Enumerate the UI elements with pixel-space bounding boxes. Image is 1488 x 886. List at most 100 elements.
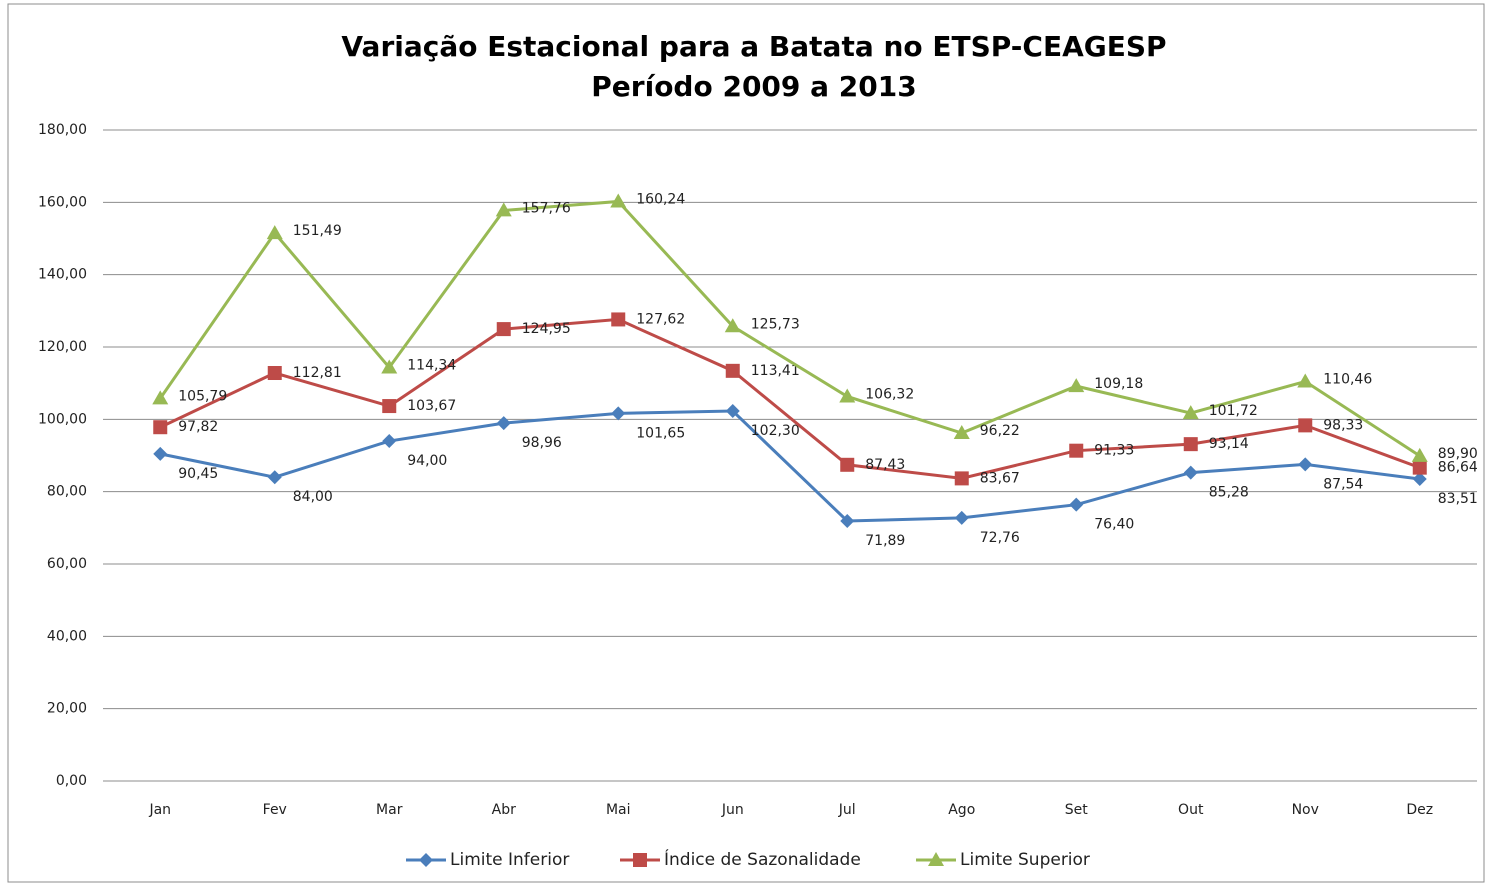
marker	[1183, 437, 1198, 452]
data-label: 71,89	[865, 533, 905, 549]
data-label: 89,90	[1438, 446, 1478, 462]
data-label: 83,67	[980, 470, 1020, 486]
x-tick-label: Set	[1065, 802, 1089, 818]
legend-marker	[633, 853, 647, 867]
data-label: 96,22	[980, 423, 1020, 439]
marker	[266, 225, 283, 240]
marker	[954, 510, 969, 525]
data-label: 98,33	[1323, 417, 1363, 433]
data-label: 113,41	[751, 363, 800, 379]
marker	[153, 420, 168, 435]
marker	[153, 446, 168, 461]
data-label: 72,76	[980, 530, 1020, 546]
data-label: 87,54	[1323, 476, 1363, 492]
marker	[839, 388, 856, 403]
x-tick-label: Jan	[148, 802, 171, 818]
marker	[267, 366, 282, 381]
marker	[382, 434, 397, 449]
x-tick-label: Ago	[948, 802, 975, 818]
chart-subtitle: Período 2009 a 2013	[591, 70, 916, 103]
x-tick-label: Mai	[606, 802, 631, 818]
legend-marker	[928, 852, 944, 866]
data-label: 85,28	[1209, 485, 1249, 501]
data-label: 105,79	[178, 388, 227, 404]
y-tick-label: 100,00	[38, 411, 87, 427]
y-tick-label: 120,00	[38, 339, 87, 355]
marker	[610, 193, 627, 208]
data-label: 124,95	[522, 321, 571, 337]
marker	[1297, 373, 1314, 388]
marker	[1412, 460, 1427, 475]
marker	[1411, 447, 1428, 462]
data-label: 101,72	[1209, 403, 1258, 419]
y-tick-label: 80,00	[47, 484, 87, 500]
series-line	[159, 199, 1421, 458]
data-label: 91,33	[1094, 443, 1134, 459]
data-label: 83,51	[1438, 491, 1478, 507]
data-label: 98,96	[522, 435, 562, 451]
data-label: 93,14	[1209, 436, 1249, 452]
y-tick-label: 160,00	[38, 194, 87, 210]
x-tick-label: Jul	[838, 802, 856, 818]
marker	[611, 312, 626, 327]
data-label: 101,65	[636, 425, 685, 441]
legend-label: Índice de Sazonalidade	[664, 848, 861, 870]
marker	[1183, 465, 1198, 480]
y-tick-label: 20,00	[47, 701, 87, 717]
marker	[840, 457, 855, 472]
series-line	[159, 409, 1420, 523]
y-tick-label: 40,00	[47, 628, 87, 644]
data-label: 157,76	[522, 200, 571, 216]
data-label: 94,00	[407, 453, 447, 469]
data-label: 76,40	[1094, 517, 1134, 533]
x-tick-label: Fev	[263, 802, 287, 818]
data-label: 87,43	[865, 457, 905, 473]
data-label: 125,73	[751, 316, 800, 332]
x-tick-label: Nov	[1292, 802, 1319, 818]
x-tick-label: Abr	[492, 802, 516, 818]
legend-marker	[419, 853, 433, 867]
data-label: 84,00	[293, 489, 333, 505]
data-label: 160,24	[636, 191, 685, 207]
marker	[953, 425, 970, 440]
data-label: 112,81	[293, 365, 342, 381]
marker	[1182, 405, 1199, 420]
data-label: 97,82	[178, 419, 218, 435]
marker	[611, 406, 626, 421]
marker	[381, 359, 398, 374]
marker	[725, 404, 740, 419]
data-label: 90,45	[178, 466, 218, 482]
marker	[1412, 471, 1427, 486]
x-tick-label: Mar	[376, 802, 403, 818]
marker	[1069, 443, 1084, 458]
chart-title: Variação Estacional para a Batata no ETS…	[341, 30, 1166, 63]
marker	[382, 399, 397, 414]
legend-label: Limite Superior	[960, 850, 1090, 870]
data-label: 110,46	[1323, 372, 1372, 388]
marker	[1069, 497, 1084, 512]
marker	[1298, 418, 1313, 433]
y-tick-label: 140,00	[38, 267, 87, 283]
legend-label: Limite Inferior	[450, 850, 569, 870]
marker	[1068, 378, 1085, 393]
x-tick-label: Out	[1178, 802, 1204, 818]
data-label: 109,18	[1094, 376, 1143, 392]
data-label: 127,62	[636, 311, 685, 327]
marker	[1298, 457, 1313, 472]
data-label: 106,32	[865, 386, 914, 402]
marker	[840, 513, 855, 528]
x-tick-label: Jun	[721, 802, 744, 818]
marker	[152, 390, 169, 405]
y-tick-label: 180,00	[38, 122, 87, 138]
data-label: 86,64	[1438, 460, 1478, 476]
marker	[954, 471, 969, 486]
y-tick-label: 60,00	[47, 556, 87, 572]
marker	[496, 416, 511, 431]
y-tick-label: 0,00	[56, 773, 87, 789]
data-label: 103,67	[407, 398, 456, 414]
chart-frame	[7, 3, 1485, 883]
data-label: 151,49	[293, 223, 342, 239]
data-label: 114,34	[407, 357, 456, 373]
marker	[496, 322, 511, 337]
